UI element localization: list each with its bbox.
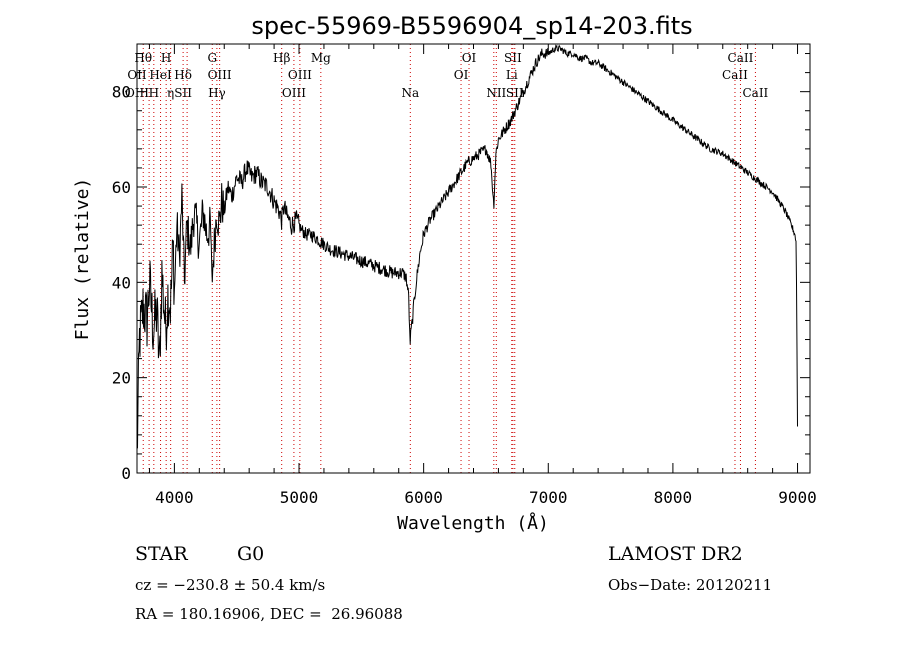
x-tick-label: 9000 (778, 488, 817, 507)
spectral-line-label: Hγ (208, 86, 226, 100)
survey-name: LAMOST DR2 (608, 543, 743, 565)
spectral-line-label: OIII (288, 68, 312, 82)
x-tick-label: 4000 (155, 488, 194, 507)
object-class: STAR (135, 543, 188, 565)
y-tick-label: 0 (121, 464, 131, 483)
spectral-line-label: η (167, 86, 174, 100)
x-tick-label: 6000 (404, 488, 443, 507)
x-tick-label: 7000 (529, 488, 568, 507)
y-tick-label: 80 (112, 83, 131, 102)
spectral-line-label: HeI (149, 68, 172, 82)
spectral-line-label: SII (504, 51, 522, 65)
spectrum (136, 44, 798, 449)
spectral-line-label: Hθ (134, 51, 152, 65)
spectral-line-label: NII (486, 86, 506, 100)
x-axis-label: Wavelength (Å) (397, 512, 549, 534)
y-tick-label: 40 (112, 273, 131, 292)
spectral-line-label: OI (462, 51, 477, 65)
spectral-line-label: OI (454, 68, 469, 82)
spectral-line-label: SII (174, 86, 192, 100)
spectral-line-label: Hδ (174, 68, 192, 82)
observation-date: Obs−Date: 20120211 (608, 576, 773, 594)
spectral-line-label: SII (506, 86, 524, 100)
object-subclass: G0 (237, 543, 265, 565)
spectral-lines: OIIOIIIHθHHeIHηHδSIIGHγOIIIHβOIIIOIIIMgN… (125, 44, 769, 473)
axis-ticks: 4000 5000 6000 7000 8000 9000 0 20 40 60 80 (112, 44, 817, 507)
spectral-line-label: H (149, 86, 159, 100)
y-tick-label: 20 (112, 369, 131, 388)
spectral-line-label: OIII (282, 86, 306, 100)
spectral-line-label: Li (506, 68, 518, 82)
y-axis-label: Flux (relative) (72, 178, 93, 341)
spectral-line-label: G (207, 51, 217, 65)
spectral-line-label: Na (401, 86, 419, 100)
x-tick-label: 8000 (654, 488, 693, 507)
spectral-line-label: Hβ (273, 51, 290, 65)
spectral-line-label: OIII (208, 68, 232, 82)
plot-frame (136, 43, 811, 474)
x-tick-label: 5000 (280, 488, 319, 507)
spectral-line-label: CaII (742, 86, 768, 100)
spectral-line-label: CaII (728, 51, 754, 65)
y-tick-label: 60 (112, 178, 131, 197)
chart-title: spec-55969-B5596904_sp14-203.fits (251, 12, 692, 40)
redshift-velocity: cz = −230.8 ± 50.4 km/s (135, 576, 326, 594)
spectral-line-label: Mg (311, 51, 331, 65)
spectral-line-label: CaII (722, 68, 748, 82)
spectrum-line (136, 44, 798, 449)
coordinates: RA = 180.16906, DEC = 26.96088 (135, 605, 403, 623)
spectral-line-label: H (161, 51, 171, 65)
